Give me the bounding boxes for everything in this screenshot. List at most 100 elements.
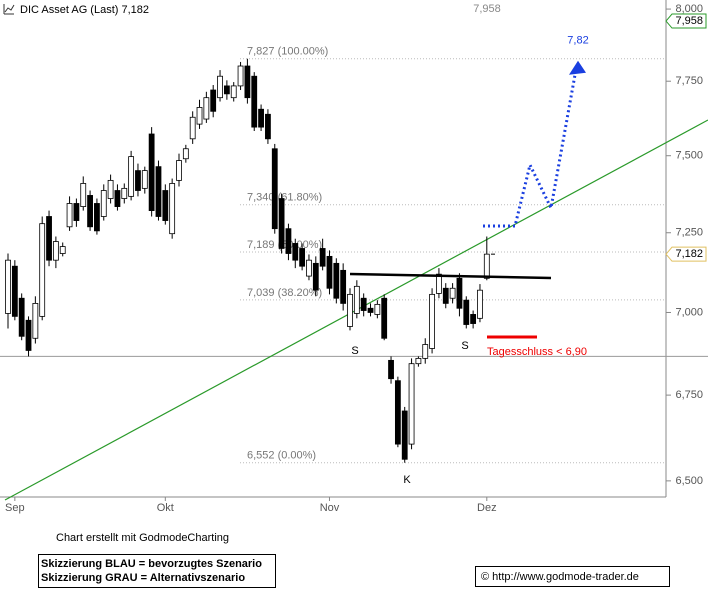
candle-body [18, 297, 25, 337]
candle-body [128, 156, 135, 197]
candle-body [87, 195, 93, 228]
y-tick-label: 7,500 [675, 150, 703, 162]
candle-body [477, 289, 483, 319]
candle-body [155, 166, 162, 217]
fib-label: 7,340 (61.80%) [247, 192, 322, 204]
fib-label: 7,827 (100.00%) [247, 46, 328, 58]
candle-body [141, 170, 148, 189]
y-tick-label: 7,750 [675, 75, 703, 87]
candle-body [312, 262, 319, 291]
candle-body [401, 410, 408, 460]
candle-body [100, 190, 107, 217]
candle-body [46, 216, 52, 261]
candle-body [442, 287, 449, 304]
candle-body [52, 241, 59, 261]
candle-body [251, 75, 258, 128]
candle-body [326, 255, 333, 289]
candle-body [135, 170, 141, 191]
fib-label: 7,189 (50.00%) [247, 239, 322, 251]
copyright-box [475, 566, 670, 587]
pattern-label: K [403, 474, 411, 486]
candle-body [333, 262, 340, 299]
candle-body [258, 108, 264, 128]
chart-title: DIC Asset AG (Last) 7,182 [20, 4, 149, 16]
candle-body [306, 259, 312, 277]
candle-body [25, 319, 32, 351]
candle-body [121, 187, 128, 199]
candle-body [176, 160, 182, 181]
candle-body [422, 344, 429, 359]
candle-body [299, 248, 306, 267]
last-label: 7,182 [675, 248, 703, 260]
last-box [665, 246, 707, 262]
candle-body [39, 223, 46, 317]
target-label: 7,82 [567, 35, 588, 47]
stop-note: Tagesschluss < 6,90 [487, 346, 587, 358]
x-tick-label: Dez [477, 502, 497, 514]
fib-label: 6,552 (0.00%) [247, 450, 316, 462]
y-tick-label: 8,000 [675, 3, 703, 15]
candle-body [347, 293, 353, 327]
candle-body [32, 303, 39, 339]
legend-box [38, 554, 276, 588]
marker-box [665, 13, 707, 29]
candle-body [210, 89, 217, 112]
legend-text: Skizzierung GRAU = Alternativszenario [41, 572, 245, 584]
candle-body [223, 85, 230, 95]
candle-body [107, 179, 114, 199]
x-tick-label: Sep [5, 502, 25, 514]
y-tick-label: 6,750 [675, 389, 703, 401]
candle-body [456, 277, 463, 309]
candle-body [203, 97, 210, 120]
marker-label: 7,958 [675, 15, 703, 27]
candle-body [388, 359, 394, 380]
candle-body [80, 183, 87, 207]
candle-body [5, 259, 11, 314]
y-tick-label: 6,500 [675, 475, 703, 487]
candle-body [66, 203, 73, 228]
scenario-path [483, 74, 577, 228]
x-tick-label: Okt [157, 502, 174, 514]
candle-body [374, 303, 381, 315]
pattern-label: S [461, 340, 468, 352]
x-tick-label: Nov [320, 502, 340, 514]
candle-body [148, 133, 155, 211]
y-tick-label: 7,250 [675, 227, 703, 239]
pattern-label: S [351, 345, 358, 357]
candle-body [271, 148, 278, 230]
target-arrow [569, 60, 586, 75]
candle-body [169, 183, 176, 235]
candle-body [408, 363, 415, 445]
legend-text: Skizzierung BLAU = bevorzugtes Szenario [41, 558, 262, 570]
icon-line [4, 4, 15, 13]
candle-body [265, 113, 271, 140]
candle-body [292, 243, 299, 261]
candle-body [463, 299, 470, 325]
y-tick-label: 7,000 [675, 306, 703, 318]
candle-body [381, 297, 388, 339]
candle-body [196, 107, 203, 125]
marker-top-label: 7,958 [473, 3, 501, 15]
fib-label: 7,039 (38.20%) [247, 287, 322, 299]
candle-body [436, 273, 442, 294]
candle-body [237, 65, 244, 87]
neckline [349, 272, 552, 280]
candle-body [217, 75, 223, 99]
candle-body [319, 248, 326, 267]
candle-body [182, 148, 189, 160]
candle-body [285, 228, 292, 254]
candle-body [367, 307, 374, 313]
candle-body [360, 297, 367, 311]
candle-body [59, 246, 66, 254]
title-box [0, 0, 172, 18]
candle-body [470, 314, 477, 324]
candle-body [449, 287, 456, 299]
candle-body [340, 269, 347, 304]
candle-body [394, 380, 401, 445]
candle-body [353, 285, 360, 314]
candle-body [114, 190, 121, 207]
candle-body [189, 116, 196, 140]
candle-body [278, 198, 285, 249]
